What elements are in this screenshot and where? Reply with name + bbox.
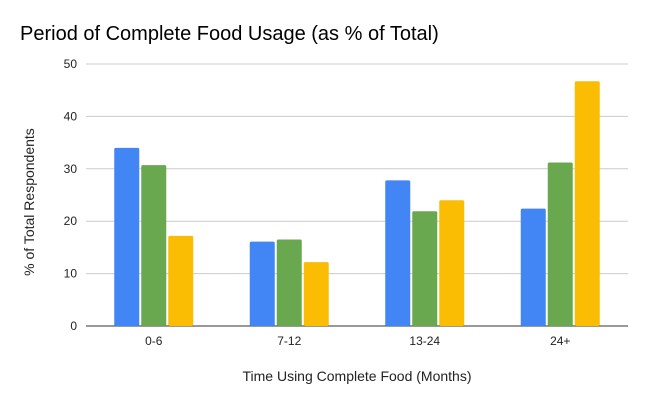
- y-tick-label: 30: [64, 162, 78, 176]
- bar-7-12-series-3: [303, 262, 329, 326]
- y-tick-label: 20: [64, 214, 78, 228]
- y-tick-label: 0: [70, 319, 77, 333]
- x-axis-label: Time Using Complete Food (Months): [242, 368, 471, 384]
- x-tick-labels: 0-6 7-12 13-24 24+: [145, 334, 570, 348]
- gridlines: [86, 63, 628, 327]
- y-tick-label: 40: [64, 109, 78, 123]
- bar-13-24-series-3: [439, 200, 465, 326]
- bar-0-6-series-2: [141, 165, 167, 326]
- bar-7-12-series-1: [249, 241, 275, 326]
- bar-7-12-series-2: [276, 239, 302, 326]
- bar-0-6-series-1: [114, 147, 140, 326]
- bar-24+-series-2: [547, 162, 573, 326]
- chart-title: Period of Complete Food Usage (as % of T…: [20, 23, 439, 45]
- y-tick-label: 50: [64, 57, 78, 71]
- bar-13-24-series-1: [385, 180, 411, 326]
- x-tick-label: 13-24: [409, 334, 440, 348]
- bars: [114, 81, 600, 327]
- bar-24+-series-3: [574, 81, 600, 327]
- x-tick-label: 0-6: [145, 334, 163, 348]
- x-tick-label: 24+: [550, 334, 570, 348]
- x-tick-label: 7-12: [277, 334, 301, 348]
- bar-0-6-series-3: [168, 235, 194, 326]
- y-tick-labels: 0 10 20 30 40 50: [64, 57, 78, 333]
- bar-13-24-series-2: [412, 211, 438, 326]
- y-axis-label: % of Total Respondents: [21, 128, 37, 276]
- y-tick-label: 10: [64, 267, 78, 281]
- bar-24+-series-1: [520, 208, 546, 326]
